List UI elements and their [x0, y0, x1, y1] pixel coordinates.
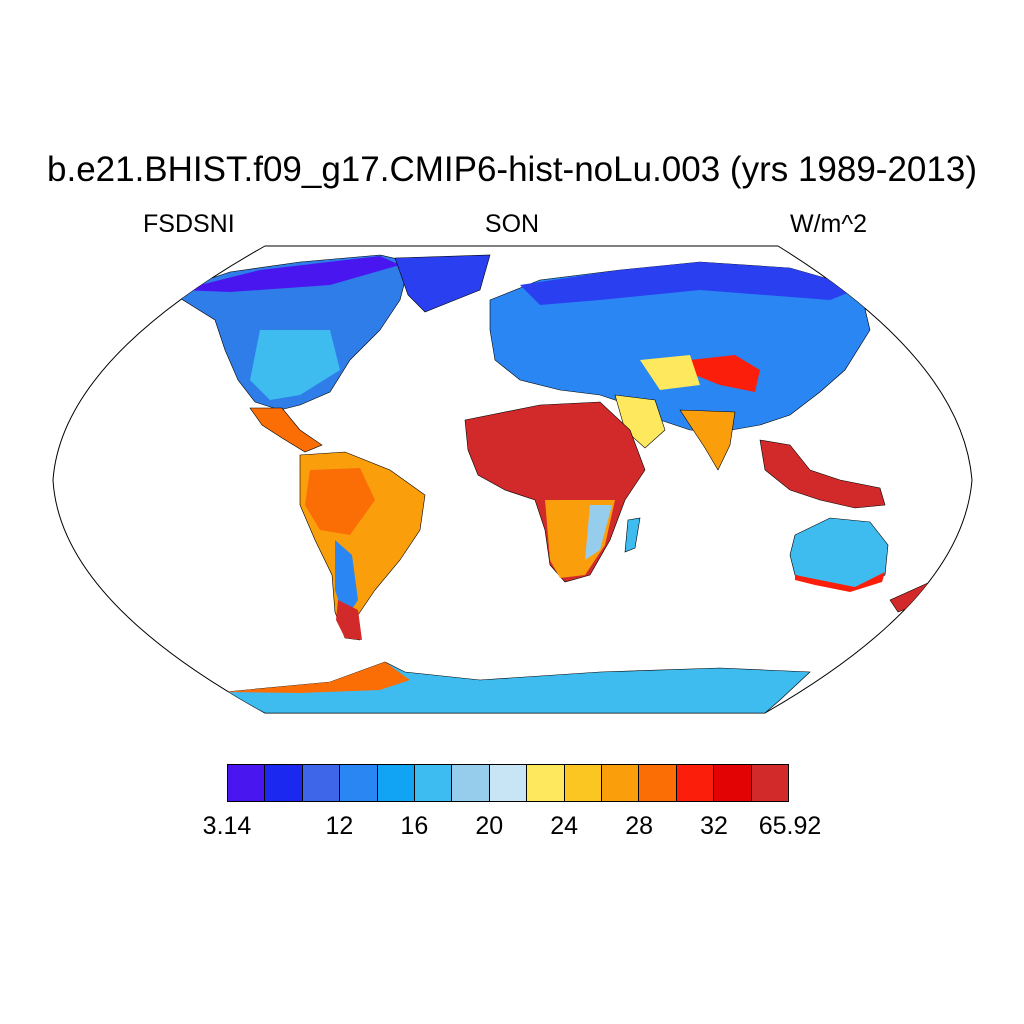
colorbar-tick-label: 16: [400, 812, 429, 840]
colorbar-swatch: [527, 765, 565, 801]
asia-yellow: [640, 355, 700, 390]
australia-coast: [795, 572, 885, 592]
colorbar-swatch: [452, 765, 490, 801]
colorbar-swatch: [377, 765, 416, 801]
greenland: [394, 254, 491, 313]
colorbar-swatch: [415, 765, 453, 801]
season-label: SON: [484, 210, 540, 238]
colorbar-swatch: [489, 765, 528, 801]
colorbar-swatch: [302, 765, 341, 801]
colorbar-swatch: [714, 765, 752, 801]
antarctica-coast: [225, 662, 410, 693]
patagonia: [336, 600, 362, 640]
units-label: W/m^2: [790, 210, 868, 238]
colorbar-tick-label: 3.14: [202, 812, 252, 840]
north-america-arctic: [180, 256, 400, 292]
amazon-core: [305, 468, 375, 535]
madagascar: [624, 517, 641, 553]
colorbar-tick-label: 12: [325, 812, 354, 840]
colorbar-tick-label: 32: [700, 812, 728, 840]
colorbar-swatch: [265, 765, 303, 801]
colorbar-tick-label: 65.92: [758, 812, 822, 840]
colorbar-swatch: [602, 765, 640, 801]
colorbar-swatch: [228, 765, 266, 801]
colorbar: [227, 764, 789, 802]
colorbar-tick-label: 20: [475, 812, 504, 840]
africa-east: [585, 505, 612, 560]
colorbar-tick-label: 28: [625, 812, 654, 840]
mexico: [249, 407, 323, 453]
colorbar-swatch: [751, 765, 789, 801]
india: [679, 409, 736, 471]
colorbar-swatch: [564, 765, 603, 801]
north-america-south: [250, 330, 340, 400]
eurasia-arctic: [520, 262, 860, 305]
colorbar-swatch: [340, 765, 378, 801]
tibet-hotspot: [690, 355, 760, 392]
colorbar-swatch: [639, 765, 677, 801]
maritime-asia: [759, 439, 886, 509]
south-america-west: [335, 540, 358, 620]
variable-label: FSDSNI: [143, 210, 235, 238]
colorbar-swatch: [676, 765, 715, 801]
colorbar-tick-label: 24: [550, 812, 579, 840]
plot-title: b.e21.BHIST.f09_g17.CMIP6-hist-noLu.003 …: [47, 150, 977, 189]
